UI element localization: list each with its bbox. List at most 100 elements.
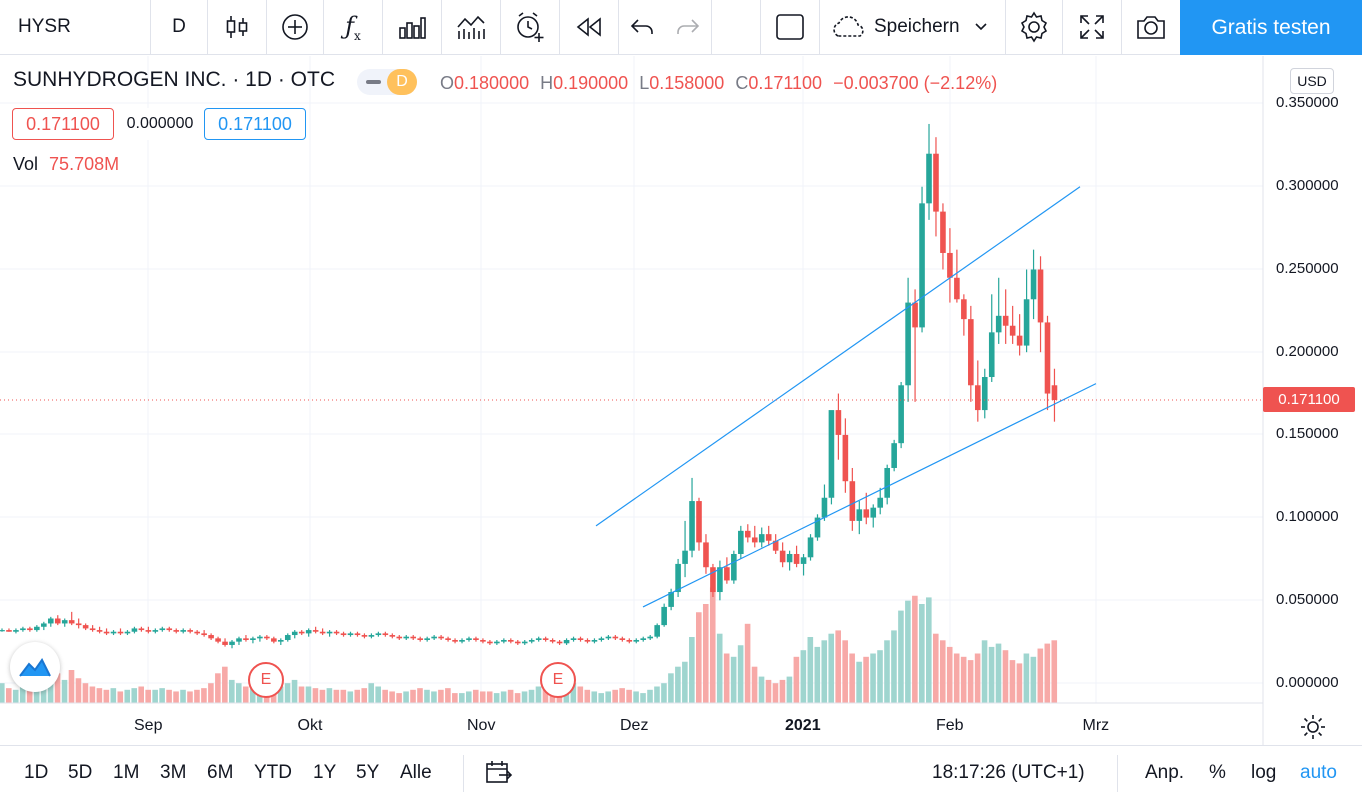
candle bbox=[626, 638, 633, 644]
top-toolbar: HYSR D ƒx Speichern bbox=[0, 0, 1362, 55]
candle-body bbox=[981, 377, 988, 411]
candle-body bbox=[940, 211, 946, 253]
range-button-1m[interactable]: 1M bbox=[113, 762, 140, 783]
time-tick-label: Nov bbox=[467, 717, 496, 734]
volume-bar bbox=[716, 633, 723, 703]
candle bbox=[738, 525, 744, 559]
volume-bar bbox=[82, 683, 89, 703]
candle-body bbox=[424, 638, 430, 640]
candle bbox=[243, 635, 249, 642]
clock[interactable]: 18:17:26 (UTC+1) bbox=[932, 762, 1085, 783]
range-button-ytd[interactable]: YTD bbox=[254, 762, 292, 783]
volume-bar bbox=[333, 689, 340, 703]
candle bbox=[375, 631, 382, 637]
ideas-button[interactable] bbox=[442, 0, 500, 54]
candle bbox=[494, 639, 500, 645]
earnings-marker[interactable]: E bbox=[248, 662, 284, 698]
range-button-3m[interactable]: 3M bbox=[160, 762, 187, 783]
goto-date-button[interactable] bbox=[485, 760, 513, 791]
square-icon bbox=[776, 14, 804, 40]
symbol-search-button[interactable]: HYSR bbox=[0, 0, 150, 54]
trendline bbox=[595, 186, 1081, 527]
trendline bbox=[642, 383, 1097, 608]
compare-button[interactable] bbox=[267, 0, 323, 54]
percent-toggle[interactable]: % bbox=[1209, 762, 1226, 783]
log-toggle[interactable]: log bbox=[1251, 762, 1277, 783]
replay-button[interactable] bbox=[560, 0, 618, 54]
time-tick-label: 2021 bbox=[785, 717, 821, 734]
volume-bar bbox=[974, 653, 981, 703]
candle bbox=[612, 635, 619, 640]
range-button-6m[interactable]: 6M bbox=[207, 762, 234, 783]
settings-button[interactable] bbox=[1006, 0, 1062, 54]
candle-body bbox=[54, 618, 61, 624]
volume-bar bbox=[201, 688, 207, 703]
fullscreen-button[interactable] bbox=[1063, 0, 1121, 54]
candle-body bbox=[605, 636, 612, 639]
chart-type-button[interactable] bbox=[208, 0, 266, 54]
undo-button[interactable] bbox=[619, 0, 665, 54]
volume-bar bbox=[277, 686, 284, 703]
symbol-title[interactable]: SUNHYDROGEN INC. · 1D · OTC bbox=[13, 68, 336, 91]
candle bbox=[180, 628, 187, 634]
indicators-button[interactable]: ƒx bbox=[324, 0, 382, 54]
auto-toggle[interactable]: auto bbox=[1300, 762, 1337, 783]
volume-bar bbox=[877, 650, 883, 703]
candle bbox=[1016, 314, 1023, 356]
buy-price-box[interactable]: 0.171100 bbox=[204, 108, 306, 140]
templates-button[interactable] bbox=[383, 0, 441, 54]
candle-body bbox=[821, 497, 828, 518]
volume-bar bbox=[33, 684, 40, 703]
redo-icon bbox=[677, 19, 700, 34]
candle-body bbox=[793, 553, 800, 564]
candle-body bbox=[584, 639, 591, 642]
candle bbox=[758, 527, 765, 548]
legend-status-pill[interactable]: D bbox=[357, 69, 417, 95]
volume-bar bbox=[521, 691, 528, 703]
candle-body bbox=[870, 507, 877, 518]
time-tick-label: Sep bbox=[134, 717, 163, 734]
price-tick-label: 0.350000 bbox=[1276, 94, 1339, 111]
candle bbox=[919, 186, 925, 333]
candle bbox=[222, 638, 228, 647]
candle bbox=[201, 630, 207, 637]
range-button-5d[interactable]: 5D bbox=[68, 762, 93, 783]
volume-bar bbox=[577, 686, 584, 703]
candle-body bbox=[710, 567, 716, 593]
currency-button[interactable]: USD bbox=[1290, 68, 1334, 94]
volume-bar bbox=[361, 688, 368, 703]
snapshot-button[interactable] bbox=[1122, 0, 1180, 54]
earnings-marker[interactable]: E bbox=[540, 662, 576, 698]
interval-button[interactable]: D bbox=[151, 0, 207, 54]
candle-body bbox=[208, 635, 214, 639]
range-button-1d[interactable]: 1D bbox=[24, 762, 49, 783]
candle-body bbox=[131, 628, 138, 632]
candle-body bbox=[0, 630, 5, 632]
layout-button[interactable] bbox=[761, 0, 819, 54]
candle bbox=[264, 635, 270, 640]
candle-body bbox=[528, 639, 535, 642]
redo-button[interactable] bbox=[665, 0, 711, 54]
volume-bar bbox=[382, 689, 388, 703]
range-button-5y[interactable]: 5Y bbox=[356, 762, 380, 783]
candle-body bbox=[640, 638, 647, 640]
price-tick-label: 0.100000 bbox=[1276, 508, 1339, 525]
volume-bar bbox=[493, 693, 500, 703]
free-trial-button[interactable]: Gratis testen bbox=[1180, 0, 1362, 55]
candle-body bbox=[968, 319, 974, 386]
save-button[interactable]: Speichern bbox=[820, 0, 1005, 54]
candle bbox=[466, 636, 472, 642]
adjust-toggle[interactable]: Anp. bbox=[1145, 762, 1185, 783]
candle bbox=[508, 638, 514, 644]
tradingview-logo-button[interactable] bbox=[10, 642, 60, 692]
range-button-1y[interactable]: 1Y bbox=[313, 762, 337, 783]
alert-button[interactable] bbox=[501, 0, 559, 54]
candle-body bbox=[82, 625, 89, 629]
candle-body bbox=[229, 641, 235, 645]
candle bbox=[431, 635, 437, 640]
candle-body bbox=[933, 153, 939, 212]
range-button-alle[interactable]: Alle bbox=[400, 762, 432, 783]
time-settings-button[interactable] bbox=[1300, 714, 1326, 745]
sell-price-box[interactable]: 0.171100 bbox=[12, 108, 114, 140]
